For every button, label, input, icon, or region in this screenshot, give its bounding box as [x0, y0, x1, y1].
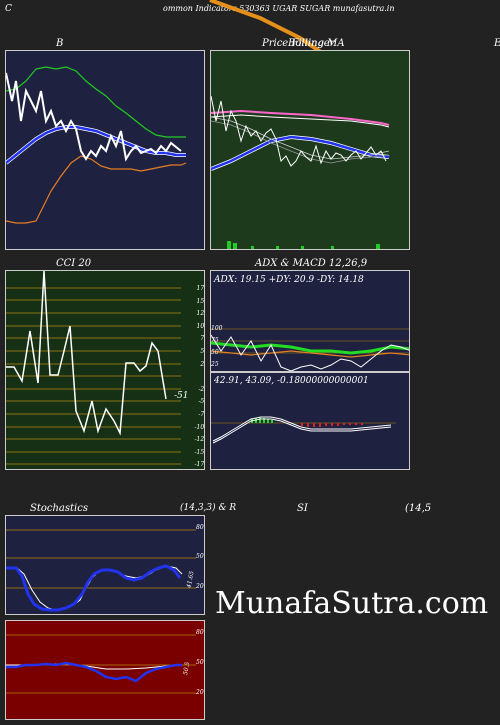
adx-tick: 50: [211, 349, 219, 356]
cci-current-value: -51: [174, 391, 189, 401]
bollinger-title: B: [56, 38, 64, 49]
price-ma-right-letter: E: [494, 38, 500, 49]
cci-tick: -25: [198, 385, 205, 393]
stochastics-panel: 80 50 20 41.65: [5, 515, 205, 615]
stochastics-title: Stochastics: [30, 503, 88, 514]
stoch-tick: 50: [196, 553, 204, 560]
cci-panel: 175 150 125 100 75 50 25 0 -25 -50 -75 -…: [5, 270, 205, 470]
adx-panel: ADX: 19.15 +DY: 20.9 -DY: 14.18 100 75 5…: [210, 270, 410, 372]
rsi-panel: 80 50 20 50.5: [5, 620, 205, 720]
cci-tick: 150: [196, 297, 205, 305]
rsi-tick: 50: [196, 659, 204, 666]
cci-scale: 175 150 125 100 75 50 25 0 -25 -50 -75 -…: [192, 283, 205, 469]
cci-title: CCI 20: [56, 258, 92, 269]
cci-tick: 75: [200, 335, 205, 343]
page-title: ommon Indicators 530363 UGAR SUGAR munaf…: [163, 4, 395, 13]
adx-tick: 75: [211, 337, 219, 344]
adx-tick: 25: [211, 361, 219, 368]
rsi-tick: 20: [196, 689, 204, 696]
rsi-tick: 80: [196, 629, 204, 636]
cci-tick: -50: [198, 398, 205, 406]
bollinger-panel: [5, 50, 205, 250]
cci-tick: 25: [200, 360, 205, 368]
adx-readout: ADX: 19.15 +DY: 20.9 -DY: 14.18: [214, 275, 364, 285]
cci-tick: -150: [194, 448, 205, 456]
macd-panel: 42.91, 43.09, -0.18000000000001: [210, 372, 410, 470]
cci-tick: -175: [194, 461, 205, 469]
cci-tick: -75: [198, 410, 205, 418]
stochastics-params: (14,3,3) & R: [180, 503, 237, 513]
watermark: MunafaSutra.com: [215, 586, 489, 621]
cci-tick: -100: [194, 423, 205, 431]
cci-tick: 175: [196, 285, 205, 292]
adx-tick: 100: [211, 325, 223, 332]
stoch-tick: 80: [196, 524, 204, 531]
price-ma-panel: [210, 50, 410, 250]
rsi-title: SI: [297, 503, 308, 514]
cci-tick: 125: [196, 310, 205, 318]
cci-tick: 0: [192, 371, 204, 384]
stoch-tick: 20: [196, 583, 204, 590]
macd-readout: 42.91, 43.09, -0.18000000000001: [214, 376, 369, 386]
adx-title: ADX & MACD 12,26,9: [255, 258, 368, 269]
price-ma-title: Price Filling MA: [262, 38, 345, 49]
cci-tick: 100: [196, 322, 205, 330]
rsi-params: (14,5: [405, 503, 432, 514]
header-left-letter: C: [5, 4, 12, 14]
cci-tick: 50: [200, 347, 205, 355]
price-ma-title-overlap: Bollinger: [288, 38, 335, 49]
cci-tick: -125: [194, 436, 205, 444]
adx-scale: 100 75 50 25: [211, 323, 222, 371]
